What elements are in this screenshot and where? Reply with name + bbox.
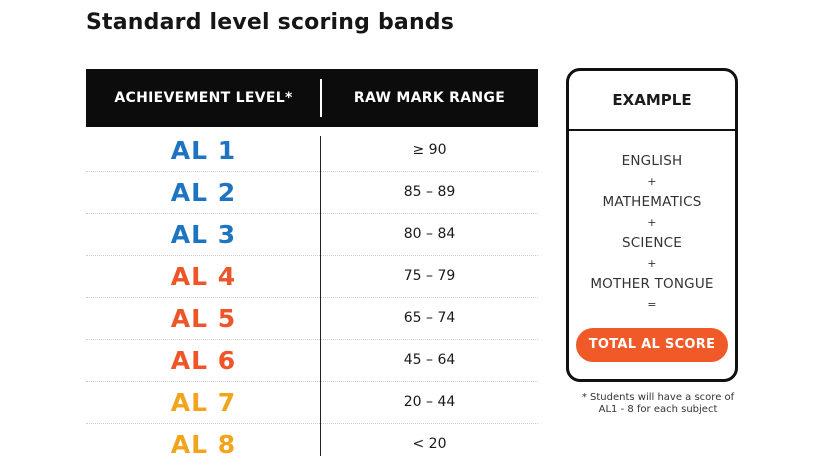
achievement-level: AL 1 [170,136,237,165]
plus-sign: + [647,257,657,270]
footnote: * Students will have a score of AL1 - 8 … [581,392,735,415]
achievement-level: AL 2 [170,178,237,207]
achievement-level: AL 5 [170,304,237,333]
table-row: AL 1 ≥ 90 [86,130,538,172]
achievement-level: AL 4 [170,262,237,291]
equals-sign: = [647,298,657,311]
subject-mother-tongue: MOTHER TONGUE [590,276,714,292]
total-al-score-badge: TOTAL AL SCORE [576,328,728,362]
raw-mark-range: 20 – 44 [403,394,456,410]
table-row: AL 5 65 – 74 [86,298,538,340]
header-raw-mark-range: RAW MARK RANGE [353,90,506,106]
header-achievement-level: ACHIEVEMENT LEVEL* [114,90,293,106]
achievement-level: AL 8 [170,430,237,459]
subject-science: SCIENCE [622,235,682,251]
page-title: Standard level scoring bands [86,10,455,35]
subject-mathematics: MATHEMATICS [602,194,702,210]
table-row: AL 7 20 – 44 [86,382,538,424]
scoring-table-body: AL 1 ≥ 90 AL 2 85 – 89 AL 3 80 – 84 AL 4… [86,130,538,465]
subject-english: ENGLISH [621,153,683,169]
raw-mark-range: 85 – 89 [403,184,456,200]
raw-mark-range: 80 – 84 [403,226,456,242]
table-row: AL 2 85 – 89 [86,172,538,214]
table-row: AL 3 80 – 84 [86,214,538,256]
achievement-level: AL 3 [170,220,237,249]
plus-sign: + [647,216,657,229]
table-row: AL 6 45 – 64 [86,340,538,382]
raw-mark-range: 45 – 64 [403,352,456,368]
table-row: AL 4 75 – 79 [86,256,538,298]
plus-sign: + [647,175,657,188]
raw-mark-range: 75 – 79 [403,268,456,284]
achievement-level: AL 6 [170,346,237,375]
example-subject-list: ENGLISH + MATHEMATICS + SCIENCE + MOTHER… [569,131,735,313]
raw-mark-range: < 20 [412,436,447,452]
column-divider [320,136,321,456]
table-row: AL 8 < 20 [86,424,538,465]
example-heading: EXAMPLE [569,71,735,131]
table-header: ACHIEVEMENT LEVEL* RAW MARK RANGE [86,69,538,127]
raw-mark-range: 65 – 74 [403,310,456,326]
header-divider [320,79,322,117]
raw-mark-range: ≥ 90 [412,142,447,158]
example-card: EXAMPLE ENGLISH + MATHEMATICS + SCIENCE … [566,68,738,382]
achievement-level: AL 7 [170,388,237,417]
